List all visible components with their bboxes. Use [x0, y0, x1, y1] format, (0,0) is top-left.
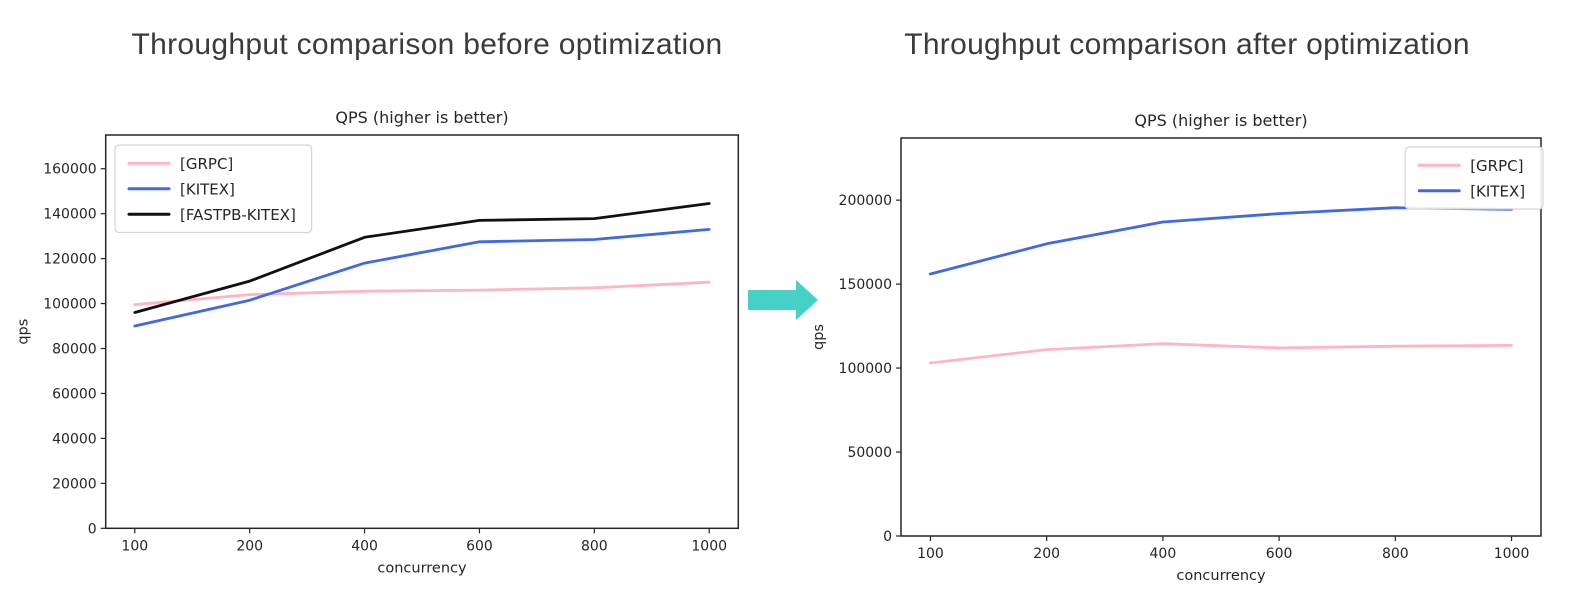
x-tick-label: 200 [236, 538, 263, 554]
y-tick-label: 200000 [839, 193, 892, 209]
plot-spines [104, 134, 740, 530]
y-tick-label: 50000 [847, 445, 892, 461]
series-line-grpc [928, 342, 1513, 365]
chart-title: QPS (higher is better) [335, 108, 508, 127]
x-tick-label: 600 [1266, 546, 1293, 562]
plot-area: QPS (higher is better) 0 20000 40000 60000 80… [16, 108, 740, 576]
legend-item: [GRPC] [1417, 157, 1523, 175]
legend-item: [FASTPB-KITEX] [127, 206, 296, 224]
y-tick-label: 150000 [839, 277, 892, 293]
y-axis-label: qps [16, 319, 32, 345]
plot-area: QPS (higher is better) 0 50000 100000 150000… [811, 111, 1542, 584]
x-tick-label: 1000 [1494, 546, 1530, 562]
legend-label: [GRPC] [1470, 157, 1523, 175]
series-line-kitex [928, 206, 1513, 276]
x-tick-label: 800 [1382, 546, 1409, 562]
after-optimization-heading: Throughput comparison after optimization [904, 28, 1470, 61]
y-tick-label: 80000 [52, 342, 97, 358]
x-tick-label: 800 [581, 538, 608, 554]
chart-title: QPS (higher is better) [1134, 111, 1307, 130]
x-tick-label: 1000 [691, 538, 727, 554]
y-axis-label: qps [811, 324, 827, 350]
legend-box [1404, 146, 1544, 210]
legend-label: [GRPC] [180, 155, 233, 173]
plot-spines [900, 137, 1542, 537]
x-tick-label: 600 [466, 538, 493, 554]
legend-item: [GRPC] [127, 155, 233, 173]
before-optimization-heading: Throughput comparison before optimizatio… [131, 28, 723, 61]
x-tick-label: 400 [1150, 546, 1177, 562]
after-optimization-chart: QPS (higher is better) 0 50000 100000 150000… [811, 111, 1544, 584]
y-tick-label: 100000 [839, 361, 892, 377]
legend: [GRPC] [KITEX] [FASTPB-KITEX] [114, 144, 313, 234]
y-tick-label: 60000 [52, 386, 97, 402]
x-axis-label: concurrency [1176, 568, 1266, 584]
legend-label: [FASTPB-KITEX] [180, 206, 296, 224]
y-tick-label: 40000 [52, 431, 97, 447]
legend-item: [KITEX] [1417, 182, 1525, 200]
series-line-kitex [133, 227, 711, 328]
y-tick-label: 140000 [43, 207, 96, 223]
x-tick-label: 200 [1033, 546, 1060, 562]
x-axis-label: concurrency [377, 560, 467, 576]
y-tick-label: 20000 [52, 476, 97, 492]
series-line-grpc [133, 280, 711, 307]
before-optimization-chart: QPS (higher is better) 0 20000 40000 60000 80… [16, 108, 740, 576]
legend-label: [KITEX] [180, 180, 235, 198]
y-tick-label: 0 [88, 521, 97, 537]
legend-label: [KITEX] [1470, 182, 1525, 200]
y-tick-label: 0 [883, 529, 892, 545]
legend: [GRPC] [KITEX] [1404, 146, 1544, 210]
legend-box [114, 144, 313, 234]
x-tick-label: 100 [121, 538, 148, 554]
series-line-fastpb-kitex [133, 202, 711, 314]
x-tick-label: 400 [351, 538, 378, 554]
right-arrow-icon [748, 280, 818, 320]
y-tick-label: 120000 [43, 252, 96, 268]
legend-item: [KITEX] [127, 180, 235, 198]
x-tick-label: 100 [917, 546, 944, 562]
y-tick-label: 100000 [43, 297, 96, 313]
y-tick-label: 160000 [43, 162, 96, 178]
right-arrow-shape [748, 280, 818, 320]
